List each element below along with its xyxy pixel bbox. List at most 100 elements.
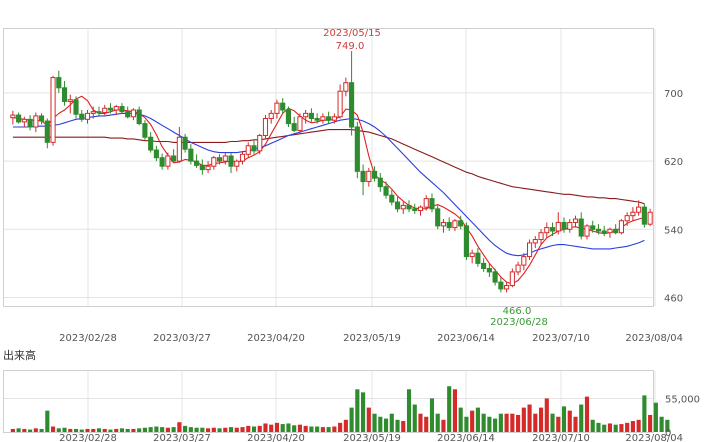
candle-body-down xyxy=(56,77,62,89)
candle-body-up xyxy=(532,239,538,244)
volume-bar xyxy=(429,398,435,432)
volume-bar xyxy=(303,425,308,432)
candle-body-down xyxy=(394,201,401,210)
candle-body-up xyxy=(607,228,613,234)
volume-bar xyxy=(206,428,211,432)
candle-body-down xyxy=(251,145,257,152)
candle xyxy=(96,106,102,117)
candle xyxy=(199,159,205,175)
candle xyxy=(245,142,251,158)
volume-bar xyxy=(372,413,377,432)
candle-body-down xyxy=(73,99,79,115)
low-date-label: 2023/06/28 xyxy=(490,317,548,328)
candle xyxy=(343,77,349,97)
volume-bar xyxy=(223,427,228,432)
candle xyxy=(492,268,498,286)
candle xyxy=(326,111,332,124)
candle xyxy=(182,133,188,153)
candle-body-up xyxy=(257,135,263,152)
volume-x-tick-label: 2023/08/04 xyxy=(625,433,683,442)
volume-bar xyxy=(648,414,653,432)
candle xyxy=(412,203,418,214)
volume-bar xyxy=(590,419,595,432)
candle-body-down xyxy=(412,208,418,212)
candle xyxy=(567,219,573,233)
candle-body-down xyxy=(595,228,602,232)
candle-body-up xyxy=(423,198,429,208)
candle-body-up xyxy=(337,90,343,118)
candle-body-up xyxy=(268,112,274,119)
volume-bar xyxy=(493,418,498,432)
candle-body-down xyxy=(27,118,33,128)
candle xyxy=(394,196,401,213)
candle-body-up xyxy=(624,215,630,222)
candle-body-down xyxy=(435,208,441,227)
candle-body-down xyxy=(549,227,556,232)
price-x-tick-label: 2023/03/27 xyxy=(153,333,211,344)
candle xyxy=(320,113,326,124)
candle-body-down xyxy=(285,109,292,125)
candle xyxy=(56,70,62,93)
price-y-tick-label: 540 xyxy=(664,225,683,236)
volume-bar xyxy=(257,425,262,432)
volume-bar xyxy=(108,429,113,432)
candle-body-up xyxy=(245,145,251,155)
candle-body-up xyxy=(211,157,217,167)
candle xyxy=(90,106,96,119)
candle-body-down xyxy=(61,87,68,102)
volume-bar xyxy=(16,428,21,432)
volume-bar xyxy=(441,419,446,432)
candle xyxy=(10,110,16,125)
high-value-label: 749.0 xyxy=(336,41,365,52)
candle xyxy=(435,205,441,230)
volume-bar xyxy=(125,428,130,432)
volume-bar xyxy=(625,422,630,432)
volume-bar xyxy=(148,427,153,432)
candle-body-down xyxy=(16,114,22,123)
candle-body-up xyxy=(440,221,447,227)
candle xyxy=(486,263,492,278)
candle xyxy=(50,75,56,146)
volume-bar xyxy=(286,423,291,432)
candle-body-up xyxy=(10,114,16,119)
volume-x-tick-label: 2023/02/28 xyxy=(59,433,117,442)
volume-bar xyxy=(619,424,624,432)
candle xyxy=(498,277,504,293)
candle xyxy=(446,217,452,231)
candle xyxy=(176,127,182,163)
candle xyxy=(216,154,223,165)
candle xyxy=(458,215,464,230)
volume-bar xyxy=(45,410,50,432)
volume-bar xyxy=(355,389,360,432)
candle xyxy=(268,109,274,124)
candle-body-up xyxy=(331,116,337,121)
volume-title: 出来高 xyxy=(3,349,36,362)
price-y-axis: 460 540 620 700 xyxy=(664,89,683,305)
volume-bar xyxy=(102,428,107,432)
volume-bar xyxy=(228,427,234,432)
candle-body-up xyxy=(343,82,349,92)
candle xyxy=(555,212,561,235)
candle xyxy=(205,161,211,174)
candle xyxy=(130,108,136,121)
ma-long-line xyxy=(12,129,645,205)
candle xyxy=(383,181,389,199)
volume-bar xyxy=(596,422,601,432)
candle-body-down xyxy=(182,136,188,150)
volume-bar xyxy=(349,407,354,432)
candle-body-down xyxy=(194,160,200,166)
candle xyxy=(285,106,292,128)
candle xyxy=(584,224,590,240)
candle xyxy=(262,115,269,139)
candle-body-down xyxy=(280,102,286,111)
volume-bar xyxy=(33,428,38,432)
candle xyxy=(297,113,303,134)
candle xyxy=(561,217,567,233)
volume-bar xyxy=(516,414,521,432)
candle-body-up xyxy=(33,115,39,128)
volume-y-tick-label: 0 xyxy=(665,428,671,439)
volume-bar xyxy=(435,413,440,432)
volume-bar xyxy=(447,386,452,432)
candle-body-up xyxy=(205,165,211,171)
candle xyxy=(389,190,395,206)
